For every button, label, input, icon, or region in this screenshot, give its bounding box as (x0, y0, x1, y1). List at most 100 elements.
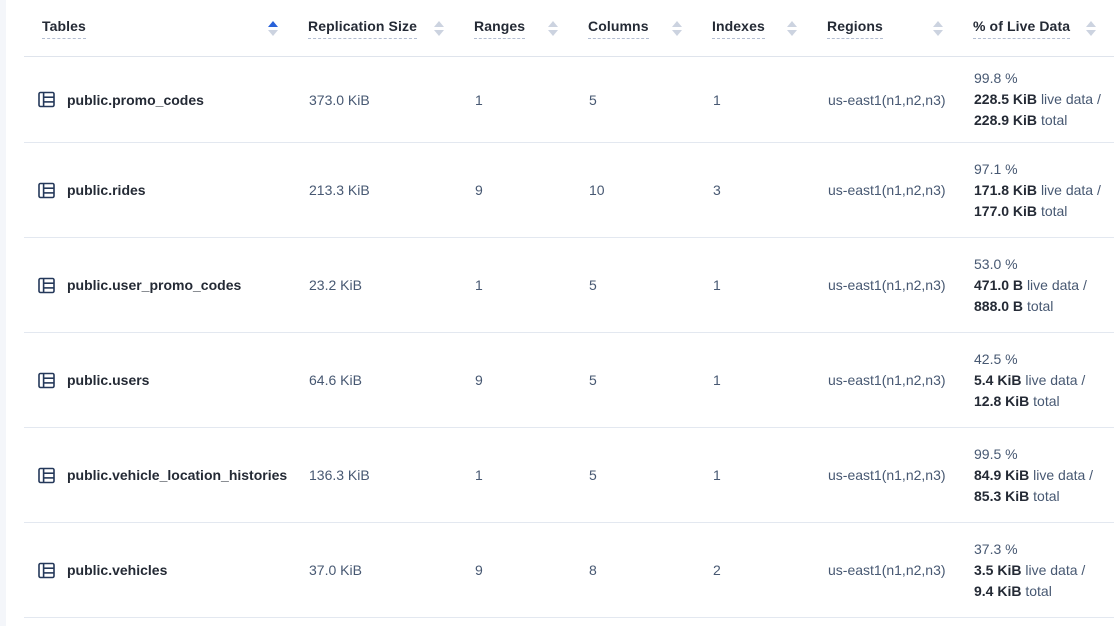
table-name-link[interactable]: public.vehicles (67, 562, 168, 578)
column-header-columns[interactable]: Columns (576, 0, 700, 56)
live-data-percent: 99.8 % (974, 70, 1018, 86)
sort-desc-icon (933, 29, 943, 36)
column-header-label: Tables (42, 18, 86, 39)
table-icon (38, 562, 55, 579)
sort-desc-icon (787, 29, 797, 36)
table-row[interactable]: public.promo_codes 373.0 KiB 1 5 1 us-ea… (24, 57, 1114, 143)
table-name-link[interactable]: public.user_promo_codes (67, 277, 242, 293)
total-data-line: 85.3 KiB total (974, 487, 1060, 504)
table-name-cell: public.user_promo_codes (24, 277, 296, 294)
live-data-percent: 99.5 % (974, 445, 1018, 462)
live-data-percent: 53.0 % (974, 255, 1018, 272)
column-header-label: Replication Size (308, 18, 417, 39)
sort-desc-icon (268, 29, 278, 36)
column-header-label: Indexes (712, 18, 765, 39)
column-header-label: % of Live Data (973, 18, 1071, 39)
column-header-ranges[interactable]: Ranges (462, 0, 576, 56)
replication-size-cell: 136.3 KiB (309, 467, 370, 483)
table-name-cell: public.users (24, 372, 296, 389)
sort-icon[interactable] (434, 20, 444, 36)
total-data-line: 228.9 KiB total (974, 112, 1068, 128)
ranges-cell: 9 (475, 562, 483, 578)
sort-icon[interactable] (933, 20, 943, 36)
table-name-link[interactable]: public.promo_codes (67, 91, 204, 108)
column-header-indexes[interactable]: Indexes (700, 0, 815, 56)
sort-icon[interactable] (1086, 20, 1096, 36)
columns-cell: 5 (589, 467, 597, 483)
regions-cell: us-east1(n1,n2,n3) (828, 562, 946, 578)
sort-icon[interactable] (672, 20, 682, 36)
regions-cell: us-east1(n1,n2,n3) (828, 182, 946, 198)
live-data-line: 84.9 KiB live data / (974, 466, 1094, 483)
regions-cell: us-east1(n1,n2,n3) (828, 372, 946, 388)
table-body: public.promo_codes 373.0 KiB 1 5 1 us-ea… (24, 57, 1114, 618)
table-name-cell: public.rides (24, 182, 296, 199)
total-data-line: 888.0 B total (974, 297, 1054, 314)
columns-cell: 8 (589, 562, 597, 578)
live-data-line: 3.5 KiB live data / (974, 561, 1086, 578)
table-name-cell: public.vehicle_location_histories (24, 467, 296, 484)
live-data-percent: 37.3 % (974, 540, 1018, 557)
table-row[interactable]: public.user_promo_codes 23.2 KiB 1 5 1 u… (24, 238, 1114, 333)
sort-icon[interactable] (548, 20, 558, 36)
replication-size-cell: 23.2 KiB (309, 277, 362, 293)
total-data-line: 9.4 KiB total (974, 582, 1052, 599)
sort-asc-icon (787, 20, 797, 27)
sort-desc-icon (548, 29, 558, 36)
live-data-cell: 97.1 % 171.8 KiB live data / 177.0 KiB t… (961, 159, 1114, 222)
live-data-cell: 42.5 % 5.4 KiB live data / 12.8 KiB tota… (961, 349, 1114, 412)
live-data-cell: 37.3 % 3.5 KiB live data / 9.4 KiB total (961, 539, 1114, 602)
table-icon (38, 467, 55, 484)
table-row[interactable]: public.rides 213.3 KiB 9 10 3 us-east1(n… (24, 143, 1114, 238)
live-data-line: 5.4 KiB live data / (974, 371, 1086, 388)
table-icon (38, 277, 55, 294)
tables-table: Tables Replication Size Ranges Columns I… (24, 0, 1114, 618)
indexes-cell: 1 (713, 467, 721, 483)
sort-icon[interactable] (268, 20, 278, 36)
table-header-row: Tables Replication Size Ranges Columns I… (24, 0, 1114, 57)
sort-desc-icon (1086, 29, 1096, 36)
columns-cell: 5 (589, 372, 597, 388)
indexes-cell: 1 (713, 372, 721, 388)
columns-cell: 5 (589, 91, 597, 108)
indexes-cell: 1 (713, 277, 721, 293)
column-header-label: Columns (588, 18, 649, 39)
replication-size-cell: 373.0 KiB (309, 91, 370, 108)
column-header-tables[interactable]: Tables (24, 0, 296, 56)
live-data-line: 471.0 B live data / (974, 276, 1087, 293)
table-row[interactable]: public.vehicles 37.0 KiB 9 8 2 us-east1(… (24, 523, 1114, 618)
table-name-cell: public.vehicles (24, 562, 296, 579)
table-icon (38, 182, 55, 199)
regions-cell: us-east1(n1,n2,n3) (828, 277, 946, 293)
sort-asc-icon (268, 20, 278, 27)
table-row[interactable]: public.vehicle_location_histories 136.3 … (24, 428, 1114, 523)
indexes-cell: 1 (713, 91, 721, 108)
column-header-label: Regions (827, 18, 883, 39)
live-data-cell: 99.8 % 228.5 KiB live data / 228.9 KiB t… (961, 68, 1114, 131)
sort-asc-icon (672, 20, 682, 27)
live-data-percent: 42.5 % (974, 350, 1018, 367)
indexes-cell: 2 (713, 562, 721, 578)
ranges-cell: 9 (475, 372, 483, 388)
table-icon (38, 372, 55, 389)
ranges-cell: 1 (475, 467, 483, 483)
sort-desc-icon (434, 29, 444, 36)
page-edge-strip (0, 0, 6, 626)
table-name-link[interactable]: public.vehicle_location_histories (67, 467, 288, 483)
table-row[interactable]: public.users 64.6 KiB 9 5 1 us-east1(n1,… (24, 333, 1114, 428)
table-name-link[interactable]: public.users (67, 372, 150, 388)
replication-size-cell: 37.0 KiB (309, 562, 362, 578)
sort-icon[interactable] (787, 20, 797, 36)
live-data-cell: 99.5 % 84.9 KiB live data / 85.3 KiB tot… (961, 444, 1114, 507)
column-header-replication-size[interactable]: Replication Size (296, 0, 462, 56)
live-data-percent: 97.1 % (974, 160, 1018, 177)
ranges-cell: 1 (475, 277, 483, 293)
column-header-regions[interactable]: Regions (815, 0, 961, 56)
sort-asc-icon (548, 20, 558, 27)
table-name-link[interactable]: public.rides (67, 182, 146, 198)
sort-asc-icon (434, 20, 444, 27)
column-header-live-data[interactable]: % of Live Data (961, 0, 1114, 56)
columns-cell: 5 (589, 277, 597, 293)
ranges-cell: 1 (475, 91, 483, 108)
